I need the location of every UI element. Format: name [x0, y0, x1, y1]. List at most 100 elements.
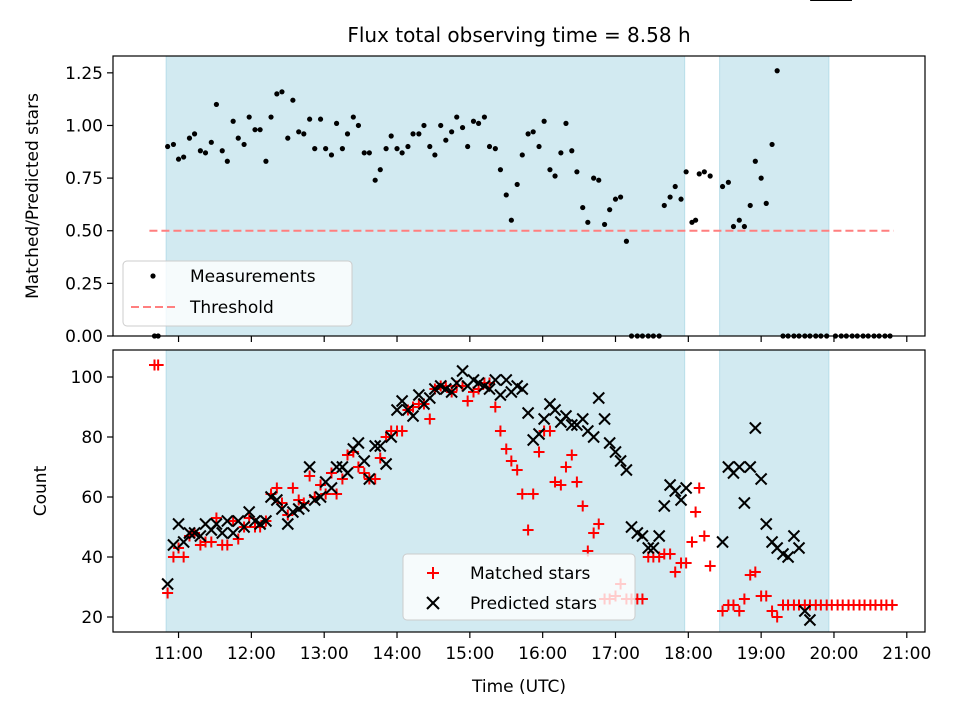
- measurement-point: [525, 131, 531, 137]
- measurement-point: [514, 181, 520, 188]
- measurement-point: [344, 131, 351, 137]
- bottom-panel: 20 40 60 80 100 11:00 12:00 13:00 14:00 15:00 16:…: [31, 0, 931, 697]
- predicted-star-point: [161, 577, 174, 591]
- matched-star-point: [749, 566, 761, 578]
- measurement-point: [617, 194, 624, 200]
- measurement-point: [497, 167, 504, 173]
- matched-star-point: [704, 560, 716, 572]
- predicted-star-point: [352, 436, 365, 450]
- matched-star-point: [593, 518, 605, 530]
- matched-star-point: [727, 599, 739, 611]
- predicted-star-point: [450, 376, 463, 390]
- measurement-point: [503, 192, 509, 198]
- predicted-star-point: [253, 517, 267, 531]
- measurement-point: [301, 131, 307, 137]
- legend-measurements-label: Measurements: [190, 267, 316, 287]
- predicted-star-point: [494, 388, 507, 402]
- measurement-point: [736, 217, 742, 223]
- predicted-star-point: [669, 484, 682, 498]
- measurement-point: [388, 133, 394, 139]
- matched-star-point: [271, 482, 283, 494]
- y-tick-label: 1.00: [65, 116, 103, 136]
- measurement-point: [696, 171, 702, 177]
- matched-star-point: [210, 512, 222, 524]
- measurement-point: [612, 196, 619, 202]
- measurement-point: [399, 150, 405, 156]
- predicted-star-point: [483, 382, 496, 396]
- predicted-star-point: [286, 505, 300, 519]
- measurement-point: [307, 116, 313, 122]
- matched-star-point: [555, 479, 567, 491]
- x-tick-label: 12:00: [227, 644, 276, 664]
- measurement-point: [285, 135, 291, 141]
- predicted-star-point: [456, 364, 469, 378]
- predicted-star-point: [406, 409, 420, 423]
- matched-star-point: [760, 590, 772, 602]
- predicted-star-point: [598, 412, 611, 426]
- predicted-star-point: [275, 502, 289, 516]
- measurement-point: [170, 141, 177, 148]
- predicted-star-point: [744, 460, 757, 474]
- bottom-plot-frame: [112, 349, 926, 633]
- predicted-star-point: [358, 454, 371, 468]
- matched-star-point: [325, 467, 337, 479]
- predicted-star-point: [379, 457, 393, 471]
- matched-star-point: [588, 527, 600, 539]
- x-tick-label: 18:00: [664, 644, 713, 664]
- legend-predicted-marker: [426, 596, 440, 610]
- matched-star-point: [522, 524, 534, 536]
- measurement-point: [372, 177, 378, 183]
- predicted-star-point: [226, 526, 240, 540]
- measurement-point: [361, 150, 367, 156]
- legend-matched-marker: [427, 567, 439, 579]
- matched-star-point: [287, 482, 299, 494]
- predicted-star-point: [614, 454, 627, 468]
- predicted-star-point: [439, 382, 453, 396]
- matched-star-point: [544, 425, 556, 437]
- x-tick-label: 21:00: [882, 644, 931, 664]
- matched-star-point: [178, 551, 190, 563]
- predicted-star-point: [620, 463, 633, 477]
- predicted-star-point: [368, 439, 382, 453]
- matched-star-point: [374, 452, 386, 464]
- measurement-point: [725, 179, 731, 185]
- measurement-point: [416, 131, 422, 137]
- matched-star-point: [669, 566, 681, 578]
- matched-star-point: [527, 488, 539, 500]
- predicted-star-point: [716, 535, 729, 549]
- y-tick-label: 0.75: [65, 169, 103, 189]
- matched-star-point: [636, 593, 648, 605]
- bottom-legend: Matched stars Predicted stars: [402, 553, 636, 621]
- measurement-point: [672, 183, 678, 190]
- measurement-point: [263, 158, 269, 164]
- predicted-star-point: [384, 430, 398, 444]
- measurement-point: [279, 89, 285, 95]
- measurement-point: [312, 146, 318, 152]
- y-tick-label: 60: [81, 488, 103, 508]
- matched-star-point: [227, 515, 239, 527]
- top-legend: Measurements Threshold: [122, 260, 353, 327]
- predicted-star-point: [565, 418, 579, 432]
- measurement-point: [317, 116, 324, 122]
- matched-star-point: [336, 473, 348, 485]
- predicted-star-point: [760, 517, 773, 531]
- shaded-interval-1: [719, 55, 830, 337]
- matched-star-point: [424, 413, 436, 425]
- x-tick-label: 13:00: [300, 644, 349, 664]
- top-x-ticks: [177, 336, 908, 342]
- matched-star-point: [221, 539, 233, 551]
- predicted-star-point: [674, 493, 688, 507]
- predicted-star-point: [314, 490, 327, 504]
- top-panel: 0.00 0.25 0.50 0.75 1.00 1.25 Matched/Predict…: [23, 55, 926, 347]
- measurement-point: [213, 101, 220, 108]
- y-tick-label: 0.25: [65, 274, 103, 294]
- measurement-point: [421, 122, 427, 129]
- y-tick-label: 100: [71, 368, 103, 388]
- matched-star-point: [505, 455, 517, 467]
- y-tick-label: 80: [81, 428, 103, 448]
- measurement-point: [438, 122, 444, 129]
- measurement-point: [454, 114, 460, 120]
- matched-star-point: [571, 476, 583, 488]
- x-tick-label: 17:00: [591, 644, 640, 664]
- measurement-point: [707, 173, 713, 179]
